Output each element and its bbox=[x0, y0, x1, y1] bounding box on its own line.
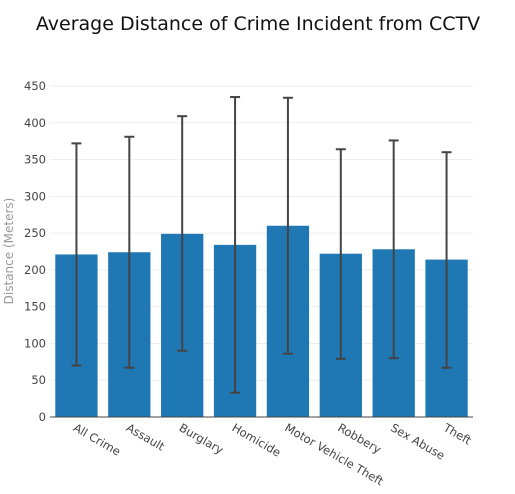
y-tick-label: 50 bbox=[31, 373, 46, 387]
y-tick-label: 350 bbox=[24, 153, 46, 167]
x-tick-label: Homicide bbox=[230, 420, 284, 459]
error-bar bbox=[335, 148, 346, 360]
x-tick-label: Theft bbox=[440, 420, 474, 448]
y-tick-label: 0 bbox=[39, 410, 46, 424]
x-tick-label: Sex Abuse bbox=[388, 420, 447, 462]
x-tick-label: All Crime bbox=[71, 420, 123, 458]
y-tick-label: 450 bbox=[24, 79, 46, 93]
chart-title: Average Distance of Crime Incident from … bbox=[36, 13, 480, 35]
y-tick-label: 100 bbox=[24, 336, 46, 350]
error-bar bbox=[124, 135, 135, 369]
y-axis-label: Distance (Meters) bbox=[2, 198, 16, 305]
y-axis-ticks: 0 50 100 150 200 250 300 350 400 450 bbox=[24, 79, 46, 424]
y-tick-label: 200 bbox=[24, 263, 46, 277]
x-tick-label: Burglary bbox=[177, 420, 226, 457]
x-tick-label: Motor Vehicle Theft bbox=[282, 420, 386, 488]
y-tick-label: 150 bbox=[24, 300, 46, 314]
error-bars bbox=[71, 96, 452, 394]
y-tick-label: 400 bbox=[24, 116, 46, 130]
error-bar bbox=[441, 151, 452, 369]
y-tick-label: 300 bbox=[24, 189, 46, 203]
y-tick-label: 250 bbox=[24, 226, 46, 240]
x-axis-ticks: All Crime Assault Burglary Homicide Motor Ve… bbox=[71, 420, 474, 489]
error-bar bbox=[71, 142, 82, 367]
error-bar bbox=[177, 115, 188, 352]
error-bar bbox=[230, 96, 241, 394]
error-bar bbox=[388, 139, 399, 360]
x-tick-label: Assault bbox=[124, 420, 168, 453]
error-bar bbox=[282, 96, 293, 355]
bars bbox=[55, 225, 468, 417]
